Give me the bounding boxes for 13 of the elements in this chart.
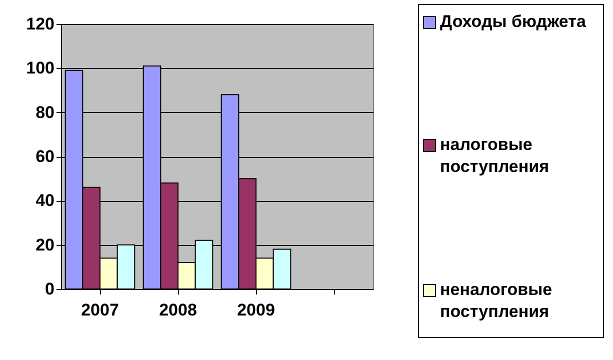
x-tick-label: 2009 — [237, 300, 275, 320]
legend-label: налоговые поступления — [440, 134, 550, 178]
y-tick-label: 100 — [26, 58, 54, 78]
y-tick-label: 40 — [36, 191, 54, 210]
legend-label: Доходы бюджета — [440, 11, 586, 33]
y-tick-label: 120 — [26, 14, 54, 34]
x-tick-label: 2008 — [159, 300, 197, 320]
y-tick-label: 0 — [45, 280, 54, 298]
y-tick-label: 20 — [36, 235, 54, 254]
y-tick-label: 80 — [36, 102, 54, 122]
x-tick-label: 2007 — [81, 300, 119, 320]
y-tick-label: 60 — [36, 147, 54, 166]
legend-label: неналоговые поступления — [440, 279, 554, 323]
